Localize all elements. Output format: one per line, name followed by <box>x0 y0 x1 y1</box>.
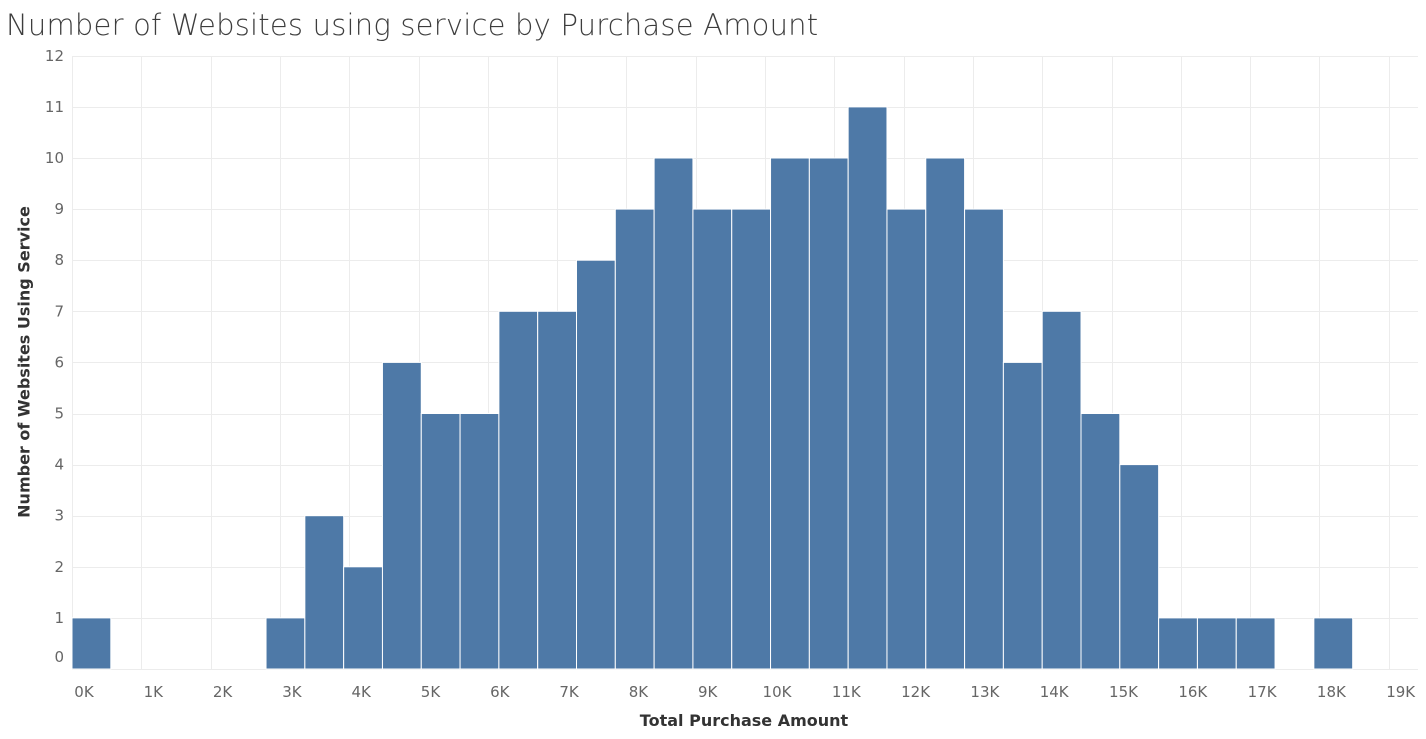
x-tick-label: 19K <box>1386 683 1416 701</box>
y-tick-label: 10 <box>45 149 64 167</box>
y-tick-label: 1 <box>54 609 64 627</box>
histogram-bar <box>537 310 578 670</box>
x-tick-label: 11K <box>832 683 862 701</box>
histogram-bar <box>614 208 655 670</box>
histogram-bar <box>459 413 500 670</box>
histogram-bar <box>653 157 694 670</box>
x-tick-label: 7K <box>559 683 580 701</box>
histogram-bar <box>265 617 306 670</box>
y-tick-label: 11 <box>45 98 64 116</box>
histogram-bar <box>770 157 810 670</box>
histogram-bar <box>420 413 461 670</box>
y-tick-label: 9 <box>54 200 64 218</box>
x-tick-label: 14K <box>1040 683 1070 701</box>
x-tick-label: 0K <box>74 683 95 701</box>
histogram-bars <box>71 106 1354 670</box>
histogram-bar <box>886 208 927 670</box>
y-tick-label: 2 <box>54 558 64 576</box>
histogram-bar <box>847 106 888 670</box>
y-tick-label: 3 <box>54 507 64 525</box>
y-tick-label: 0 <box>54 648 64 666</box>
histogram-bar <box>498 310 539 670</box>
histogram-bar <box>71 617 112 670</box>
x-tick-label: 4K <box>352 683 373 701</box>
histogram-bar <box>808 157 849 670</box>
x-tick-label: 12K <box>901 683 931 701</box>
x-tick-label: 15K <box>1109 683 1139 701</box>
histogram-bar <box>731 208 772 670</box>
x-axis-label: Total Purchase Amount <box>639 711 849 730</box>
y-tick-label: 8 <box>54 251 64 269</box>
histogram-bar <box>964 208 1004 670</box>
y-tick-label: 12 <box>45 47 64 65</box>
x-axis-ticks: 0K 1K 2K 3K 4K 5K 6K 7K 8K 9K 10K 11K 12K 13K 14K 15K 16… <box>74 683 1416 701</box>
histogram-bar <box>304 515 345 670</box>
x-tick-label: 10K <box>763 683 793 701</box>
histogram-bar <box>692 208 733 670</box>
y-tick-label: 4 <box>54 456 64 474</box>
histogram-bar <box>381 361 422 670</box>
y-tick-label: 5 <box>54 405 64 423</box>
x-tick-label: 13K <box>970 683 1000 701</box>
chart-title: Number of Websites using service by Purc… <box>6 8 819 42</box>
y-tick-label: 7 <box>54 302 64 320</box>
x-tick-label: 2K <box>213 683 234 701</box>
histogram-bar <box>343 566 383 670</box>
histogram-bar <box>576 259 616 670</box>
x-tick-label: 5K <box>421 683 442 701</box>
histogram-bar <box>1041 310 1082 670</box>
x-tick-label: 3K <box>282 683 303 701</box>
histogram-bar <box>1313 617 1354 670</box>
x-tick-label: 1K <box>144 683 165 701</box>
histogram-bar <box>1002 361 1043 670</box>
histogram-bar <box>1080 413 1121 670</box>
y-tick-label: 6 <box>54 353 64 371</box>
histogram-bar <box>1196 617 1237 670</box>
histogram-bar <box>1235 617 1276 670</box>
x-tick-label: 6K <box>490 683 511 701</box>
x-tick-label: 9K <box>698 683 719 701</box>
x-tick-label: 18K <box>1317 683 1347 701</box>
x-tick-label: 17K <box>1248 683 1278 701</box>
x-tick-label: 16K <box>1178 683 1208 701</box>
x-tick-label: 8K <box>629 683 650 701</box>
histogram-bar <box>1119 464 1160 670</box>
histogram-bar <box>1158 617 1198 670</box>
histogram-bar <box>925 157 966 670</box>
